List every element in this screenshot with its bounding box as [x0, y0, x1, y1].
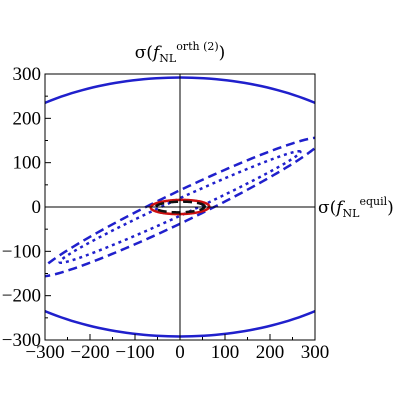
ellipse-solid-0 [45, 76, 315, 338]
y-tick-label: 100 [13, 153, 42, 174]
tick-labels: −300 −200 −100 0 100 200 300 300 200 100 0 −100 −200… [2, 64, 329, 363]
y-tick-label: 300 [13, 64, 42, 85]
x-axis-label: σ(fNLequil) [318, 195, 394, 220]
y-tick-label: 0 [32, 197, 42, 218]
x-tick-label: 200 [256, 342, 285, 363]
y-tick-label: −100 [2, 241, 41, 262]
y-tick-label: −300 [2, 330, 41, 351]
x-tick-label: 0 [175, 342, 185, 363]
y-tick-label: −200 [2, 286, 41, 307]
x-tick-label: 100 [211, 342, 240, 363]
tick-marks [44, 73, 316, 341]
ellipse-dashed-4 [153, 200, 207, 214]
x-tick-label: −100 [115, 342, 154, 363]
y-tick-label: 200 [13, 108, 42, 129]
x-tick-label: −300 [25, 342, 64, 363]
x-tick-label: 300 [301, 342, 330, 363]
y-axis-label: σ(fNLorth (2)) [135, 40, 226, 65]
axes [44, 73, 316, 341]
ellipse-dotted-2 [58, 150, 302, 264]
x-tick-label: −200 [70, 342, 109, 363]
